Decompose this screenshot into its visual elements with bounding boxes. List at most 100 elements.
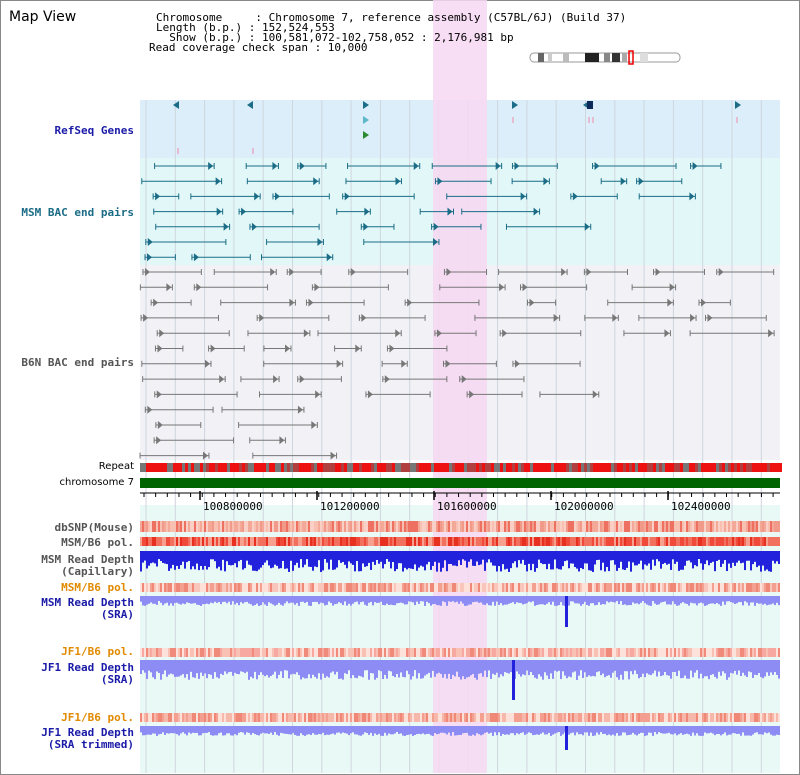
msm-b6-pol-heat (178, 537, 180, 546)
msm-b6-pol-heat (636, 537, 638, 546)
msm-depth-capillary-bar (480, 551, 482, 565)
dbsnp-heat (452, 521, 454, 532)
jf1-b6-pol-heat (324, 648, 326, 657)
jf1-b6-pol-heat (756, 648, 758, 657)
track-label-msm-depth-capillary[interactable]: MSM Read Depth (41, 553, 134, 566)
msm-depth-capillary-bar (262, 551, 264, 566)
jf1-depth-trimmed-bar (694, 726, 696, 736)
msm-depth-sra-bar (558, 596, 560, 606)
jf1-b6-pol-heat (736, 648, 738, 657)
msm-depth-sra-bar (146, 596, 148, 605)
jf1-b6-pol-heat (150, 713, 152, 722)
repeat-segment (524, 463, 527, 472)
msm-depth-capillary-bar (298, 551, 300, 568)
dbsnp-heat (428, 521, 430, 532)
msm-b6-pol-heat (246, 583, 248, 592)
track-label-msm-b6-pol-1[interactable]: MSM/B6 pol. (61, 536, 134, 549)
msm-depth-capillary-bar (474, 551, 476, 566)
jf1-b6-pol-heat (378, 648, 380, 657)
msm-depth-sra-bar (416, 596, 418, 602)
msm-b6-pol-heat (354, 583, 356, 592)
dbsnp-heat (534, 521, 536, 532)
msm-b6-pol-heat (636, 583, 638, 592)
track-label-msm-bac[interactable]: MSM BAC end pairs (21, 206, 134, 219)
jf1-b6-pol-heat (558, 648, 560, 657)
track-label-b6n-bac[interactable]: B6N BAC end pairs (21, 356, 134, 369)
jf1-b6-pol-heat (190, 713, 192, 722)
jf1-b6-pol-heat (704, 713, 706, 722)
msm-depth-capillary-bar (564, 551, 566, 562)
track-label-jf1-depth-sra[interactable]: JF1 Read Depth (41, 661, 134, 674)
dbsnp-heat (730, 521, 732, 532)
msm-depth-sra-bar (156, 596, 158, 605)
repeat-segment (278, 463, 281, 472)
msm-depth-sra-bar (392, 596, 394, 606)
jf1-b6-pol-heat (168, 713, 170, 722)
track-label-jf1-b6-pol-2[interactable]: JF1/B6 pol. (61, 711, 134, 724)
jf1-depth-sra-bar (188, 660, 190, 680)
jf1-b6-pol-heat (570, 713, 572, 722)
msm-depth-capillary-bar (680, 551, 682, 570)
jf1-depth-trimmed-bar (582, 726, 584, 736)
jf1-depth-sra-bar (760, 660, 762, 678)
jf1-depth-trimmed-bar (638, 726, 640, 734)
track-label-msm-b6-pol-2[interactable]: MSM/B6 pol. (61, 581, 134, 594)
dbsnp-heat (684, 521, 686, 532)
jf1-b6-pol-heat (348, 648, 350, 657)
dbsnp-heat (744, 521, 746, 532)
msm-depth-capillary-bar (322, 551, 324, 571)
refseq-gene-block (587, 101, 593, 109)
msm-depth-capillary-bar (384, 551, 386, 565)
jf1-b6-pol-heat (466, 713, 468, 722)
track-label-jf1-b6-pol-1[interactable]: JF1/B6 pol. (61, 645, 134, 658)
jf1-b6-pol-heat (398, 648, 400, 657)
jf1-depth-trimmed-bar (498, 726, 500, 733)
repeat-segment (557, 463, 560, 472)
track-label-refseq[interactable]: RefSeq Genes (54, 124, 134, 137)
msm-depth-capillary-bar (460, 551, 462, 565)
jf1-depth-trimmed-bar (164, 726, 166, 735)
msm-depth-sra-bar (594, 596, 596, 606)
msm-b6-pol-heat (244, 583, 246, 592)
repeat-segment (383, 463, 386, 472)
msm-b6-pol-heat (716, 537, 718, 546)
jf1-b6-pol-heat (610, 713, 612, 722)
dbsnp-heat (710, 521, 712, 532)
jf1-b6-pol-heat (318, 648, 320, 657)
dbsnp-heat (290, 521, 292, 532)
jf1-b6-pol-heat (202, 648, 204, 657)
msm-depth-sra-bar (178, 596, 180, 604)
track-label-dbsnp[interactable]: dbSNP(Mouse) (54, 521, 134, 534)
track-label-jf1-depth-trimmed[interactable]: JF1 Read Depth (41, 726, 134, 739)
bac-end-arrow (522, 283, 528, 292)
track-label-msm-depth-sra[interactable]: MSM Read Depth (41, 596, 134, 609)
jf1-b6-pol-heat (260, 713, 262, 722)
jf1-b6-pol-heat (562, 648, 564, 657)
jf1-b6-pol-heat (546, 713, 548, 722)
jf1-depth-trimmed-bar (258, 726, 260, 736)
jf1-b6-pol-heat (630, 648, 632, 657)
jf1-depth-sra-bar (198, 660, 200, 679)
dbsnp-heat (542, 521, 544, 532)
jf1-depth-sra-bar (148, 660, 150, 671)
msm-depth-sra-bar (758, 596, 760, 604)
repeat-segment (596, 463, 599, 472)
msm-b6-pol-heat (656, 583, 658, 592)
msm-depth-capillary-bar (392, 551, 394, 563)
dbsnp-heat (176, 521, 178, 532)
msm-depth-capillary-bar (400, 551, 402, 564)
bac-end-arrow (326, 253, 332, 262)
jf1-b6-pol-heat (252, 713, 254, 722)
msm-depth-sra-bar (752, 596, 754, 603)
msm-depth-capillary-bar (410, 551, 412, 569)
jf1-depth-sra-bar (668, 660, 670, 676)
msm-depth-capillary-bar (342, 551, 344, 562)
msm-depth-sra-bar (452, 596, 454, 602)
repeat-segment (287, 463, 290, 472)
dbsnp-heat (254, 521, 256, 532)
repeat-segment (269, 463, 272, 472)
repeat-segment (308, 463, 311, 472)
msm-b6-pol-heat (384, 583, 386, 592)
jf1-b6-pol-heat (420, 648, 422, 657)
